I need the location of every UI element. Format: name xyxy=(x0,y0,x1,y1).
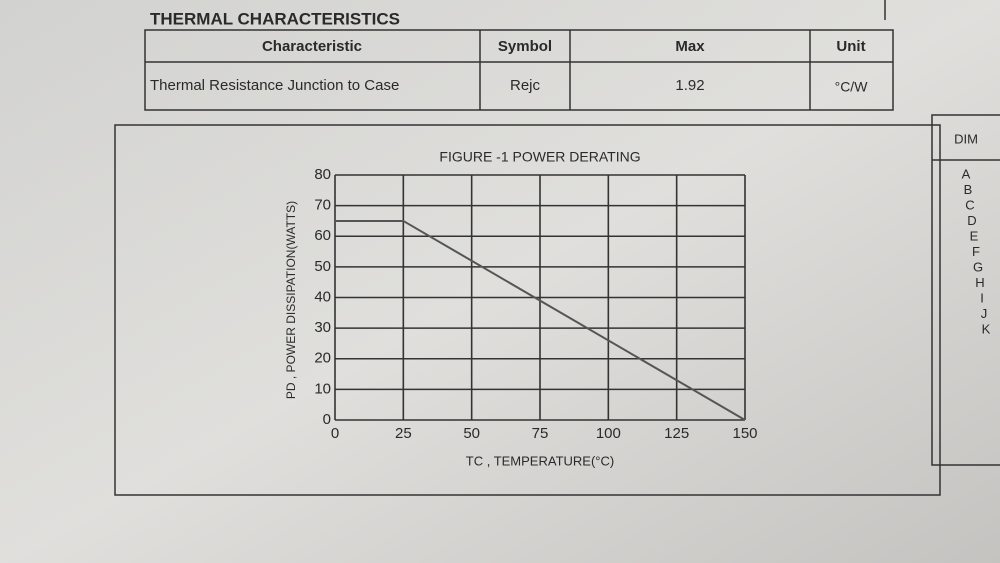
column-header: Characteristic xyxy=(262,38,362,55)
x-tick-label: 125 xyxy=(664,425,689,442)
side-letter: D xyxy=(967,213,976,228)
y-tick-label: 10 xyxy=(314,380,331,397)
side-letter: B xyxy=(964,182,973,197)
side-letter: A xyxy=(962,166,971,181)
x-tick-label: 75 xyxy=(532,425,549,442)
side-letter: E xyxy=(970,228,979,243)
side-letter: F xyxy=(972,244,980,259)
side-letter: G xyxy=(973,259,983,274)
x-tick-label: 100 xyxy=(596,425,621,442)
x-tick-label: 25 xyxy=(395,425,412,442)
column-header: Symbol xyxy=(498,38,552,55)
y-tick-label: 50 xyxy=(314,258,331,275)
y-tick-label: 20 xyxy=(314,350,331,367)
column-header: Max xyxy=(675,38,705,55)
table-cell: °C/W xyxy=(835,79,869,95)
section-title: THERMAL CHARACTERISTICS xyxy=(150,9,400,28)
x-axis-label: TC , TEMPERATURE(°C) xyxy=(466,453,614,468)
plot: 0 10 20 30 40 50 60 70 80 0 25 50 75 100 125 150 xyxy=(314,166,757,442)
y-tick-label: 60 xyxy=(314,227,331,244)
y-tick-label: 0 xyxy=(323,411,331,428)
column-header: Unit xyxy=(836,38,865,55)
table-cell: 1.92 xyxy=(675,77,704,94)
side-letter: C xyxy=(965,197,974,212)
side-letter: J xyxy=(981,306,988,321)
x-tick-label: 50 xyxy=(463,425,480,442)
side-letter: H xyxy=(975,275,984,290)
y-tick-label: 70 xyxy=(314,197,331,214)
table-frame xyxy=(114,0,1000,496)
y-tick-label: 30 xyxy=(314,319,331,336)
table-cell: Thermal Resistance Junction to Case xyxy=(150,77,399,94)
side-letter: K xyxy=(982,321,991,336)
table-cell: Rejc xyxy=(510,77,541,94)
y-axis-label: PD , POWER DISSIPATION(WATTS) xyxy=(284,201,298,399)
side-header: DIM xyxy=(954,131,978,146)
x-tick-label: 150 xyxy=(732,425,757,442)
side-letter: I xyxy=(980,290,984,305)
x-tick-label: 0 xyxy=(331,425,339,442)
y-tick-label: 80 xyxy=(314,166,331,183)
chart-title: FIGURE -1 POWER DERATING xyxy=(439,149,640,165)
y-tick-label: 40 xyxy=(314,288,331,305)
derating-line xyxy=(335,219,746,421)
